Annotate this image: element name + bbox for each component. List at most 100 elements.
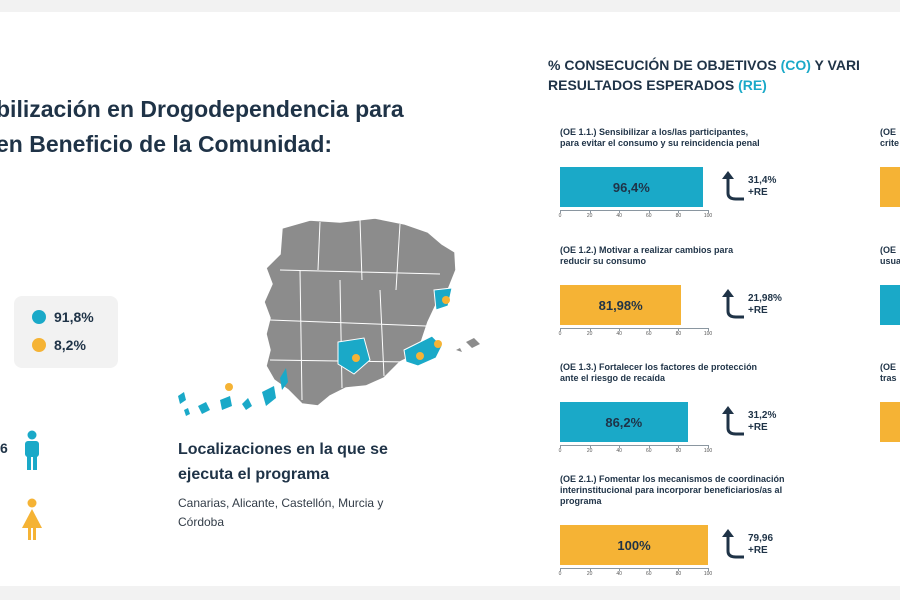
objective-label-line: crite xyxy=(880,138,900,148)
result-expected-text: 21,98% +RE xyxy=(748,293,782,317)
axis-tick-label: 40 xyxy=(616,448,622,454)
objective-label-line: usua xyxy=(880,256,900,266)
balearic-islands xyxy=(456,338,480,352)
result-expected: 31,4% +RE xyxy=(720,169,800,209)
objective-axis xyxy=(560,445,708,446)
objective-axis xyxy=(560,568,708,569)
axis-tick xyxy=(708,210,709,213)
objective-axis xyxy=(560,210,708,211)
result-expected-value: 31,2% xyxy=(748,410,777,421)
result-expected: 79,96 +RE xyxy=(720,527,800,567)
objective-bar: 81,98% xyxy=(560,285,682,325)
curved-arrow-up-icon xyxy=(722,289,744,319)
axis-tick-label: 80 xyxy=(675,448,682,454)
spain-mainland xyxy=(263,217,457,407)
axis-tick-label: 20 xyxy=(586,571,593,577)
result-expected-value: 31,4% xyxy=(748,175,777,186)
legend-label: 91,8% xyxy=(54,309,94,325)
main-title-line1: bilización en Drogodependencia para xyxy=(0,96,404,122)
legend-item-female: 8,2% xyxy=(32,335,86,355)
curved-arrow-up-icon xyxy=(722,406,744,436)
axis-tick xyxy=(619,328,621,331)
objective-label-line: (OE 1.1.) Sensibilizar a los/las partici… xyxy=(560,127,749,137)
axis-tick xyxy=(560,445,561,448)
objective-bar-value: 96,4% xyxy=(612,179,650,195)
objective-label: (OE 1.3.) Fortalecer los factores de pro… xyxy=(560,362,757,384)
axis-tick xyxy=(708,328,709,331)
result-expected-label: +RE xyxy=(748,545,768,556)
locations-list-line1: Canarias, Alicante, Castellón, Murcia y xyxy=(178,496,384,510)
location-marker-canarias xyxy=(225,383,233,391)
objective-bar-cropped xyxy=(880,402,900,442)
axis-tick-label: 100 xyxy=(703,213,713,219)
location-marker-murcia xyxy=(416,352,424,360)
locations-list-line2: Córdoba xyxy=(178,515,225,529)
objective-axis xyxy=(560,328,708,329)
axis-tick xyxy=(589,210,591,213)
axis-tick xyxy=(619,445,621,448)
curved-arrow-up-icon xyxy=(722,529,744,559)
axis-tick-label: 60 xyxy=(646,448,652,454)
curved-arrow-up-icon xyxy=(722,171,744,201)
axis-tick xyxy=(648,210,650,213)
chart-title: % CONSECUCIÓN DE OBJETIVOS (CO) Y VARI R… xyxy=(548,55,860,95)
axis-tick-label: 80 xyxy=(675,331,682,337)
axis-tick-label: 60 xyxy=(646,571,652,577)
axis-tick xyxy=(708,568,709,571)
spain-map xyxy=(178,217,480,416)
axis-tick xyxy=(589,445,591,448)
axis-tick xyxy=(678,445,680,448)
axis-tick-label: 20 xyxy=(586,213,593,219)
result-expected-value: 21,98% xyxy=(748,293,782,304)
axis-tick-label: 100 xyxy=(703,571,713,577)
objective-label-line: programa xyxy=(560,496,602,506)
axis-tick-label: 0 xyxy=(558,213,562,219)
objective-label: (OE 1.2.) Motivar a realizar cambios par… xyxy=(560,245,733,267)
locations-title-line2: ejecuta el programa xyxy=(178,466,330,483)
chart-title-accent: (RE) xyxy=(738,77,767,93)
chart-title-line1: % CONSECUCIÓN DE OBJETIVOS (CO) Y VARI xyxy=(548,55,860,75)
main-title: bilización en Drogodependencia para en B… xyxy=(0,92,404,162)
objective-label-line: (OE 1.3.) Fortalecer los factores de pro… xyxy=(560,362,758,372)
orange-dot-icon xyxy=(32,338,46,352)
chart-title-text: % CONSECUCIÓN DE OBJETIVOS xyxy=(548,57,781,73)
male-person-icon xyxy=(25,430,39,470)
objective-label-cropped: (OE usua xyxy=(880,245,900,267)
female-person-icon xyxy=(22,498,42,540)
axis-tick xyxy=(560,568,561,571)
objective-bar-cropped xyxy=(880,167,900,207)
objective-label-line: (OE 1.2.) Motivar a realizar cambios par… xyxy=(560,245,734,255)
result-expected-label: +RE xyxy=(748,422,768,433)
axis-tick xyxy=(589,568,591,571)
axis-tick xyxy=(589,328,591,331)
objective-label-cropped: (OE crite xyxy=(880,127,899,149)
axis-tick-label: 0 xyxy=(558,571,562,577)
teal-dot-icon xyxy=(32,310,46,324)
axis-tick-label: 20 xyxy=(586,448,593,454)
result-expected: 21,98% +RE xyxy=(720,287,800,327)
objective-bar-value: 81,98% xyxy=(598,297,643,313)
partial-value: 6 xyxy=(0,440,8,456)
axis-tick xyxy=(678,568,680,571)
objective-label-line: reducir su consumo xyxy=(560,256,647,266)
chart-title-text: RESULTADOS ESPERADOS xyxy=(548,77,739,93)
objective-bar: 86,2% xyxy=(560,402,688,442)
axis-tick xyxy=(648,568,650,571)
chart-title-accent: (CO) xyxy=(780,57,811,73)
locations-title: Localizaciones en la que se ejecuta el p… xyxy=(178,437,388,487)
objective-label-line: interinstitucional para incorporar benef… xyxy=(560,485,783,495)
objective-label-line: (OE xyxy=(880,362,897,372)
axis-tick-label: 40 xyxy=(616,331,622,337)
axis-tick xyxy=(678,210,680,213)
axis-tick xyxy=(560,210,561,213)
canary-islands xyxy=(178,368,288,416)
axis-tick-label: 20 xyxy=(586,331,593,337)
objective-bar: 100% xyxy=(560,525,708,565)
axis-tick xyxy=(648,328,650,331)
location-marker-cordoba xyxy=(352,354,360,362)
objective-label-cropped: (OE tras xyxy=(880,362,897,384)
objective-label-line: tras xyxy=(880,373,897,383)
objective-label-line: (OE xyxy=(880,245,897,255)
legend-item-male: 91,8% xyxy=(32,307,94,327)
